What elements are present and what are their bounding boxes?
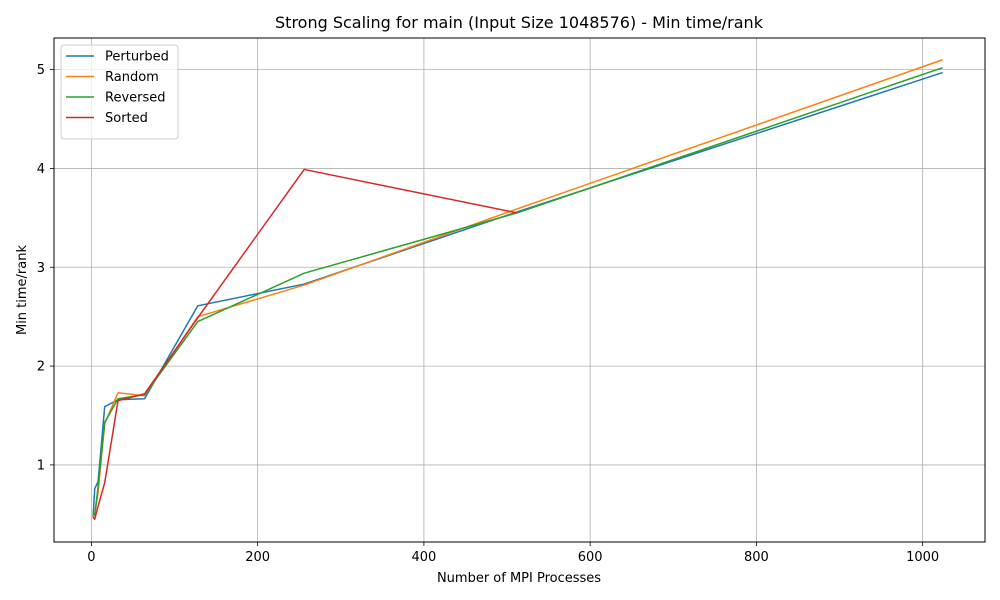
x-tick-label: 800 [744, 550, 769, 565]
series-lines [92, 59, 943, 521]
legend-box [60, 44, 179, 140]
series-line-random [92, 59, 943, 518]
legend-label-perturbed: Perturbed [105, 50, 169, 65]
x-tick-label: 1000 [906, 550, 939, 565]
y-tick-label: 3 [37, 261, 45, 276]
series-line-reversed [92, 66, 943, 517]
plot-area-frame [53, 37, 986, 543]
y-axis-ticks: 1 2 3 4 5 [37, 63, 54, 473]
y-tick-label: 1 [37, 458, 45, 473]
x-axis-label: Number of MPI Processes [437, 571, 601, 586]
y-axis-label: Min time/rank [15, 245, 30, 336]
grid [54, 38, 985, 542]
x-tick-label: 200 [245, 550, 270, 565]
y-tick-label: 2 [37, 360, 45, 375]
x-tick-label: 400 [411, 550, 436, 565]
x-tick-label: 600 [578, 550, 603, 565]
y-tick-label: 4 [37, 162, 45, 177]
x-axis-ticks: 0 200 400 600 800 1000 [87, 542, 939, 565]
legend-label-sorted: Sorted [105, 111, 148, 126]
series-line-sorted [92, 168, 518, 521]
legend-label-reversed: Reversed [105, 91, 166, 106]
x-tick-label: 0 [87, 550, 95, 565]
chart-title: Strong Scaling for main (Input Size 1048… [275, 13, 764, 32]
legend: Perturbed Random Reversed Sorted [60, 44, 179, 140]
series-line-perturbed [92, 71, 943, 518]
legend-label-random: Random [105, 70, 159, 85]
y-tick-label: 5 [37, 63, 45, 78]
